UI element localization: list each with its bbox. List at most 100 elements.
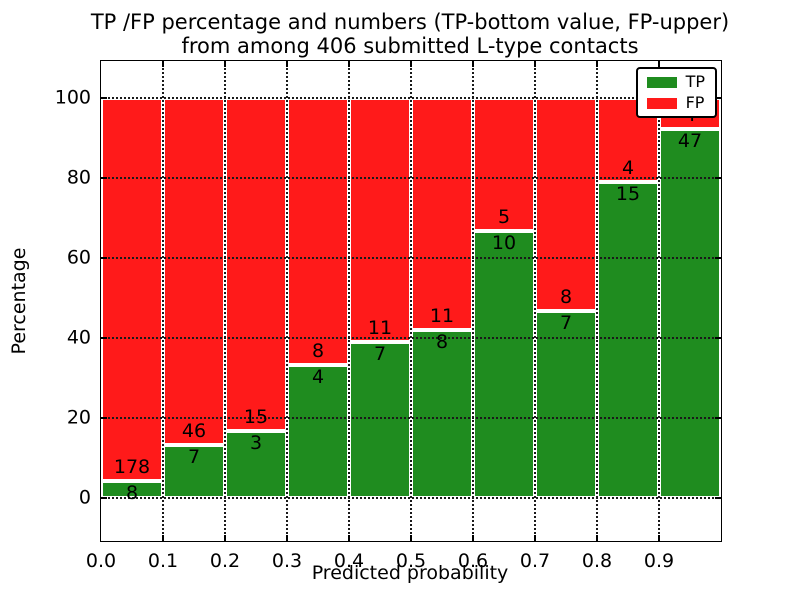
bar-label-fp: 8: [311, 339, 325, 362]
x-tick-label: 0.7: [519, 550, 551, 572]
gridline-x: [472, 61, 474, 541]
bar-label-tp: 3: [249, 432, 263, 455]
x-tick: [348, 61, 350, 67]
y-tick: [715, 417, 721, 419]
bar-segment-fp: [225, 98, 287, 432]
y-axis-label: Percentage: [8, 247, 30, 355]
x-tick: [162, 535, 164, 541]
bar-label-fp: 4: [621, 157, 635, 180]
gridline-y: [101, 417, 721, 419]
legend-swatch-fp: [646, 97, 677, 109]
bar-segment-tp: [597, 182, 659, 498]
y-tick: [101, 497, 107, 499]
x-tick: [162, 61, 164, 67]
legend-item-fp: FP: [646, 93, 705, 112]
x-tick: [286, 61, 288, 67]
x-tick: [596, 61, 598, 67]
bar-segment-fp: [535, 98, 597, 312]
legend: TP FP: [635, 67, 717, 118]
chart-title-line2: from among 406 submitted L-type contacts: [181, 34, 639, 58]
x-tick-label: 0.9: [643, 550, 675, 572]
x-tick-label: 0.3: [271, 550, 303, 572]
x-axis-label: Predicted probability: [311, 562, 509, 584]
x-tick: [348, 535, 350, 541]
x-tick: [224, 535, 226, 541]
bar-label-tp: 47: [677, 130, 703, 153]
gridline-x: [658, 61, 660, 541]
y-tick-label: 60: [66, 246, 91, 269]
y-tick-label: 40: [66, 326, 91, 349]
y-tick: [101, 417, 107, 419]
legend-label-fp: FP: [685, 93, 705, 112]
x-tick-label: 0.6: [457, 550, 489, 572]
x-tick: [534, 535, 536, 541]
y-tick-label: 100: [54, 86, 91, 109]
y-tick: [101, 97, 107, 99]
y-tick-label: 0: [78, 486, 91, 509]
y-tick: [715, 337, 721, 339]
x-tick-label: 0.1: [147, 550, 179, 572]
x-tick: [472, 61, 474, 67]
gridline-x: [286, 61, 288, 541]
bar-segment-fp: [163, 98, 225, 446]
legend-swatch-tp: [646, 76, 677, 88]
x-tick-label: 0.2: [209, 550, 241, 572]
x-tick: [472, 535, 474, 541]
y-tick: [101, 337, 107, 339]
bar-segment-fp: [473, 98, 535, 232]
bar-label-tp: 15: [615, 183, 641, 206]
bar-segment-fp: [349, 98, 411, 343]
bar-label-tp: 7: [373, 343, 387, 366]
y-tick: [715, 177, 721, 179]
legend-item-tp: TP: [646, 72, 705, 91]
x-tick: [410, 535, 412, 541]
bar-segment-tp: [659, 129, 721, 498]
gridline-x: [410, 61, 412, 541]
bar-segment-fp: [101, 98, 163, 481]
bar-segment-tp: [287, 364, 349, 498]
gridline-y: [101, 497, 721, 499]
legend-label-tp: TP: [685, 72, 705, 91]
bar-label-fp: 5: [497, 206, 511, 229]
x-tick: [286, 535, 288, 541]
bar-label-tp: 8: [125, 481, 139, 504]
bar-segment-tp: [349, 342, 411, 498]
x-tick: [224, 61, 226, 67]
y-tick: [101, 177, 107, 179]
gridline-y: [101, 337, 721, 339]
gridline-x: [224, 61, 226, 541]
bar-label-tp: 10: [491, 232, 517, 255]
bar-segment-tp: [163, 445, 225, 498]
bar-segment-tp: [225, 431, 287, 498]
x-tick: [658, 535, 660, 541]
bar-label-fp: 8: [559, 286, 573, 309]
bar-label-tp: 7: [187, 446, 201, 469]
y-tick: [101, 257, 107, 259]
x-tick-label: 0.8: [581, 550, 613, 572]
bar-segment-tp: [411, 329, 473, 498]
bar-label-tp: 7: [559, 312, 573, 335]
gridline-y: [101, 177, 721, 179]
x-tick: [410, 61, 412, 67]
x-tick: [596, 535, 598, 541]
chart-title-line1: TP /FP percentage and numbers (TP-bottom…: [90, 10, 730, 34]
gridline-x: [534, 61, 536, 541]
y-tick-label: 20: [66, 406, 91, 429]
y-tick-label: 80: [66, 166, 91, 189]
y-tick: [715, 497, 721, 499]
bar-label-fp: 11: [367, 317, 393, 340]
plot-area: 0 20 40 60 80 100 0.0 0.1 0.2 0.3 0.4 0.5 0.6 0.7 0.8 0…: [55, 60, 722, 572]
bar-segment-tp: [473, 231, 535, 498]
x-tick-label: 0.5: [395, 550, 427, 572]
bar-label-tp: 4: [311, 365, 325, 388]
x-tick: [534, 61, 536, 67]
gridline-x: [348, 61, 350, 541]
x-tick-label: 0.4: [333, 550, 365, 572]
gridline-x: [162, 61, 164, 541]
bar-label-fp: 15: [243, 406, 269, 429]
bar-label-tp: 8: [435, 330, 449, 353]
x-tick: [658, 61, 660, 67]
bar-segment-fp: [411, 98, 473, 330]
x-tick-label: 0.0: [85, 550, 117, 572]
